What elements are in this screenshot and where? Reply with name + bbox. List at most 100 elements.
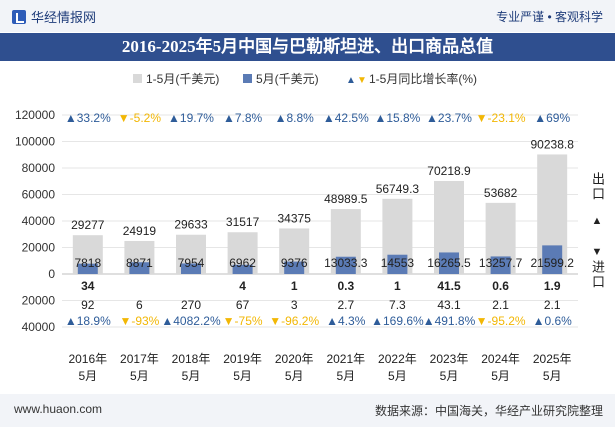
x-tick-label-month: 5月	[440, 369, 459, 383]
y-tick-label: 40000	[22, 320, 56, 334]
label-import-monthly: 41.5	[437, 279, 461, 293]
top-bar: 华经情报网 专业严谨 • 客观科学	[0, 0, 615, 32]
x-tick-label-month: 5月	[491, 369, 510, 383]
export-side-text: 出口	[590, 172, 605, 202]
label-export-yoy: ▲33.2%	[65, 111, 111, 125]
label-import-monthly: 34	[81, 279, 95, 293]
x-tick-label-month: 5月	[233, 369, 252, 383]
legend-label-monthly: 5月(千美元)	[256, 72, 319, 86]
legend-label-cumulative: 1-5月(千美元)	[146, 72, 219, 86]
legend-down-icon: ▼	[357, 75, 367, 86]
chart-title: 2016-2025年5月中国与巴勒斯坦进、出口商品总值	[0, 33, 615, 61]
label-export-yoy: ▼-5.2%	[118, 111, 162, 125]
x-tick-label-month: 5月	[130, 369, 149, 383]
label-export-cumulative: 34375	[278, 211, 312, 225]
bar-export-monthly	[181, 263, 201, 274]
label-import-cumulative: 3	[291, 298, 298, 312]
x-tick-label-month: 5月	[543, 369, 562, 383]
x-tick-label-year: 2023年	[430, 352, 469, 366]
label-import-monthly: 0.3	[337, 279, 354, 293]
legend-swatch-monthly	[243, 74, 252, 83]
bar-export-monthly	[129, 262, 150, 274]
label-import-cumulative: 2.7	[337, 298, 354, 312]
label-import-monthly: 1	[291, 279, 298, 293]
label-export-monthly: 13033.3	[324, 256, 368, 270]
bar-export-monthly	[542, 245, 563, 274]
label-import-monthly: 1	[394, 279, 401, 293]
x-tick-label-year: 2022年	[378, 352, 417, 366]
chart: 1-5月(千美元) 5月(千美元) ▲ ▼ 1-5月同比增长率(%)1200001000…	[15, 71, 578, 383]
label-import-cumulative: 43.1	[437, 298, 461, 312]
x-tick-label-year: 2018年	[172, 352, 211, 366]
label-import-cumulative: 2.1	[544, 298, 561, 312]
label-export-cumulative: 48989.5	[324, 192, 368, 206]
brand-name: 华经情报网	[31, 10, 97, 25]
legend-label-yoy: 1-5月同比增长率(%)	[369, 71, 477, 86]
label-import-yoy: ▲4.3%	[326, 314, 366, 328]
y-tick-label: 80000	[22, 161, 56, 175]
brand: 华经情报网	[12, 7, 96, 26]
label-export-yoy: ▲15.8%	[374, 111, 420, 125]
label-import-yoy: ▲18.9%	[65, 314, 111, 328]
label-export-yoy: ▲8.8%	[275, 111, 315, 125]
label-export-monthly: 21599.2	[531, 256, 575, 270]
label-export-monthly: 7818	[74, 256, 101, 270]
label-import-yoy: ▲169.6%	[371, 314, 424, 328]
label-export-yoy: ▼-23.1%	[476, 111, 526, 125]
y-tick-label: 60000	[22, 188, 56, 202]
label-export-cumulative: 29633	[174, 218, 208, 232]
footer: www.huaon.com 数据来源：中国海关，华经产业研究院整理	[0, 394, 615, 427]
label-import-yoy: ▲0.6%	[533, 314, 573, 328]
label-import-yoy: ▼-93%	[119, 314, 159, 328]
slogan: 专业严谨 • 客观科学	[496, 10, 603, 24]
x-tick-label-month: 5月	[336, 369, 355, 383]
label-import-monthly: 4	[239, 279, 246, 293]
label-export-cumulative: 29277	[71, 218, 105, 232]
label-import-cumulative: 92	[81, 298, 95, 312]
bar-export-monthly	[439, 252, 459, 274]
y-tick-label: 120000	[15, 108, 55, 122]
x-tick-label-month: 5月	[78, 369, 97, 383]
bar-export-monthly	[387, 254, 408, 274]
label-export-yoy: ▲7.8%	[223, 111, 263, 125]
label-export-monthly: 9376	[281, 256, 308, 270]
label-export-monthly: 13257.7	[479, 256, 523, 270]
label-export-cumulative: 53682	[484, 186, 518, 200]
label-import-yoy: ▲4082.2%	[161, 314, 221, 328]
x-tick-label-year: 2016年	[68, 352, 107, 366]
label-export-yoy: ▲69%	[534, 111, 570, 125]
bar-export-monthly	[232, 264, 253, 274]
label-import-cumulative: 7.3	[389, 298, 406, 312]
up-arrow-icon: ▲	[591, 215, 603, 229]
y-tick-label: 40000	[22, 214, 56, 228]
label-export-yoy: ▲42.5%	[323, 111, 369, 125]
label-import-yoy: ▼-75%	[223, 314, 263, 328]
label-export-monthly: 6962	[229, 256, 256, 270]
y-tick-label: 20000	[22, 241, 56, 255]
legend-swatch-cumulative	[133, 74, 142, 83]
label-export-monthly: 14553	[381, 256, 415, 270]
import-side-text: 进口	[590, 260, 605, 290]
label-import-yoy: ▲491.8%	[423, 314, 476, 328]
logo-icon	[12, 9, 26, 24]
export-side-label: 出口	[588, 172, 607, 202]
x-tick-label-year: 2017年	[120, 352, 159, 366]
label-import-cumulative: 270	[181, 298, 201, 312]
label-import-yoy: ▼-95.2%	[476, 314, 526, 328]
label-import-cumulative: 6	[136, 298, 143, 312]
label-import-yoy: ▼-96.2%	[269, 314, 319, 328]
import-side-label: 进口	[588, 260, 607, 290]
label-import-monthly: 0.6	[492, 279, 509, 293]
x-tick-label-month: 5月	[285, 369, 304, 383]
label-import-cumulative: 67	[236, 298, 250, 312]
label-export-yoy: ▲23.7%	[426, 111, 472, 125]
label-import-monthly: 1.9	[544, 279, 561, 293]
label-export-cumulative: 31517	[226, 215, 260, 229]
label-export-yoy: ▲19.7%	[168, 111, 214, 125]
label-export-monthly: 7954	[178, 256, 205, 270]
label-export-cumulative: 90238.8	[531, 137, 575, 151]
legend-up-icon: ▲	[346, 75, 356, 86]
bar-export-monthly	[490, 256, 511, 274]
label-export-monthly: 8871	[126, 256, 153, 270]
label-export-cumulative: 56749.3	[376, 182, 420, 196]
